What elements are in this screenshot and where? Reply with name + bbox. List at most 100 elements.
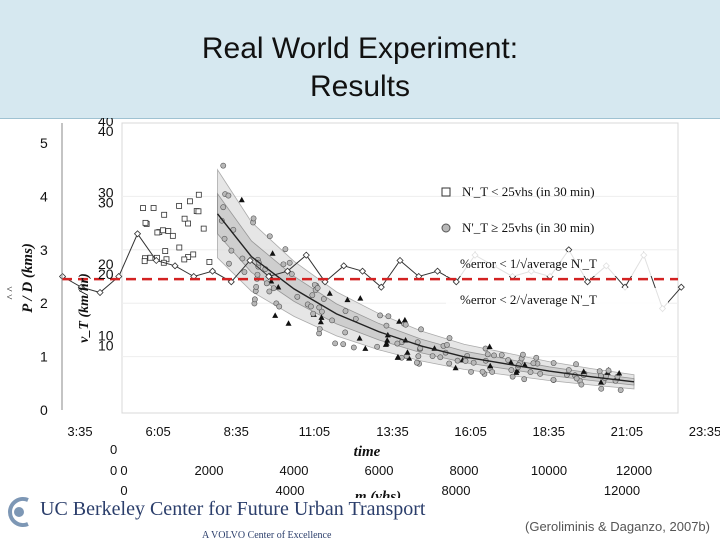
scatter-triangle xyxy=(507,359,514,365)
inner-tick-label: 30 xyxy=(98,185,114,201)
scatter-circle xyxy=(498,352,505,358)
scatter-square xyxy=(187,198,193,205)
scatter-triangle xyxy=(404,349,411,355)
page-title: Real World Experiment: Results xyxy=(0,30,720,106)
scatter-circle xyxy=(241,269,248,275)
scatter-square xyxy=(160,227,166,234)
scatter-circle xyxy=(578,381,585,388)
vehicle-tick-label-2: 4000 xyxy=(276,483,305,498)
scatter-triangle xyxy=(521,361,528,368)
scatter-circle xyxy=(491,352,497,359)
scatter-square xyxy=(140,205,146,211)
scatter-circle xyxy=(316,326,323,332)
vehicle-tick-label-2: 12000 xyxy=(604,483,640,498)
time-axis-label: time xyxy=(354,444,381,460)
scatter-triangle xyxy=(406,355,413,361)
scatter-triangle xyxy=(356,335,363,341)
legend-entry-label: N'_T < 25vhs (in 30 min) xyxy=(462,184,595,199)
time-series-point xyxy=(77,283,85,291)
left-tick-label: 1 xyxy=(40,349,48,365)
scatter-square xyxy=(162,248,169,254)
time-tick-label: 18:35 xyxy=(532,424,565,439)
scatter-circle xyxy=(286,259,293,266)
time-series-point xyxy=(433,267,442,275)
legend-bg xyxy=(446,288,668,312)
scatter-circle xyxy=(446,335,453,341)
scatter-circle xyxy=(316,304,323,311)
legend-entry-label: %error < 1/√average N'_T xyxy=(460,256,597,271)
logo-text-main: UC Berkeley Center for Future Urban Tran… xyxy=(40,498,426,520)
legend-bg xyxy=(446,252,668,276)
scatter-triangle xyxy=(513,367,520,373)
scatter-circle xyxy=(226,260,232,267)
scatter-circle xyxy=(598,385,605,392)
time-series-point xyxy=(171,262,179,270)
inner-tick-label: 20 xyxy=(98,266,114,282)
scatter-circle xyxy=(470,359,477,366)
left-tick-label: 2 xyxy=(40,295,48,311)
bottom-zero-a: 0 xyxy=(110,442,117,457)
scatter-triangle xyxy=(275,284,282,290)
scatter-circle xyxy=(329,317,335,324)
scatter-circle xyxy=(320,296,327,302)
vehicle-tick-label: 4000 xyxy=(280,463,309,478)
scatter-circle xyxy=(573,375,580,382)
scatter-square xyxy=(142,219,149,226)
scatter-circle xyxy=(509,373,516,380)
vehicle-tick-label: 6000 xyxy=(365,463,394,478)
scatter-circle xyxy=(508,367,515,373)
scatter-circle xyxy=(437,354,444,361)
time-tick-label: 8:35 xyxy=(224,424,249,439)
scatter-circle xyxy=(462,358,469,364)
scatter-square xyxy=(190,251,197,258)
scatter-circle xyxy=(270,285,277,292)
bottom-zero-b: 0 xyxy=(110,463,117,478)
time-tick-label: 13:35 xyxy=(376,424,409,439)
scatter-circle xyxy=(550,376,557,383)
scatter-triangle xyxy=(269,250,276,256)
scatter-circle xyxy=(310,310,317,317)
scatter-circle xyxy=(446,360,453,367)
time-tick-label: 23:35 xyxy=(689,424,720,439)
time-series-point xyxy=(396,256,404,265)
scatter-circle xyxy=(309,292,316,299)
scatter-triangle xyxy=(362,345,369,351)
time-tick-label: 6:05 xyxy=(145,424,170,439)
scatter-circle xyxy=(454,357,461,364)
legend-entry-label: %error < 2/√average N'_T xyxy=(460,292,597,307)
scatter-circle xyxy=(340,341,347,348)
scatter-circle xyxy=(385,313,392,320)
berkeley-logo-icon xyxy=(8,497,29,527)
time-tick-label: 3:35 xyxy=(67,424,92,439)
scatter-circle xyxy=(617,387,624,393)
left-axis-ticks: 0 1 2 3 4 5 xyxy=(40,135,48,418)
scatter-circle xyxy=(221,235,228,242)
scatter-triangle xyxy=(285,320,292,326)
scatter-circle xyxy=(288,271,295,277)
scatter-triangle xyxy=(268,278,275,284)
scatter-triangle xyxy=(580,368,587,374)
scatter-circle xyxy=(537,370,544,377)
scatter-square xyxy=(150,205,157,211)
vehicle-tick-label-2: 0 xyxy=(120,483,127,498)
scatter-circle xyxy=(318,308,325,315)
inner-tick-label: 10 xyxy=(98,338,114,354)
scatter-circle xyxy=(565,367,572,373)
scatter-triangle xyxy=(384,337,391,343)
left-tick-label: 4 xyxy=(40,188,48,204)
vehicle-tick-label-2: 8000 xyxy=(442,483,471,498)
left-tick-label: 5 xyxy=(40,135,48,151)
scatter-circle xyxy=(228,247,235,254)
inner-tick-label: 40 xyxy=(98,118,114,129)
time-series-point xyxy=(152,256,160,265)
scatter-square xyxy=(165,228,172,234)
scatter-circle xyxy=(573,361,579,368)
scatter-square xyxy=(185,220,191,227)
scatter-circle xyxy=(520,351,526,358)
scatter-triangle xyxy=(616,369,623,376)
scatter-circle xyxy=(484,351,491,358)
scatter-circle xyxy=(332,340,339,347)
vehicle-axis-ticks: 0 2000 4000 6000 8000 10000 12000 0 4000 8000 1200… xyxy=(120,463,652,498)
